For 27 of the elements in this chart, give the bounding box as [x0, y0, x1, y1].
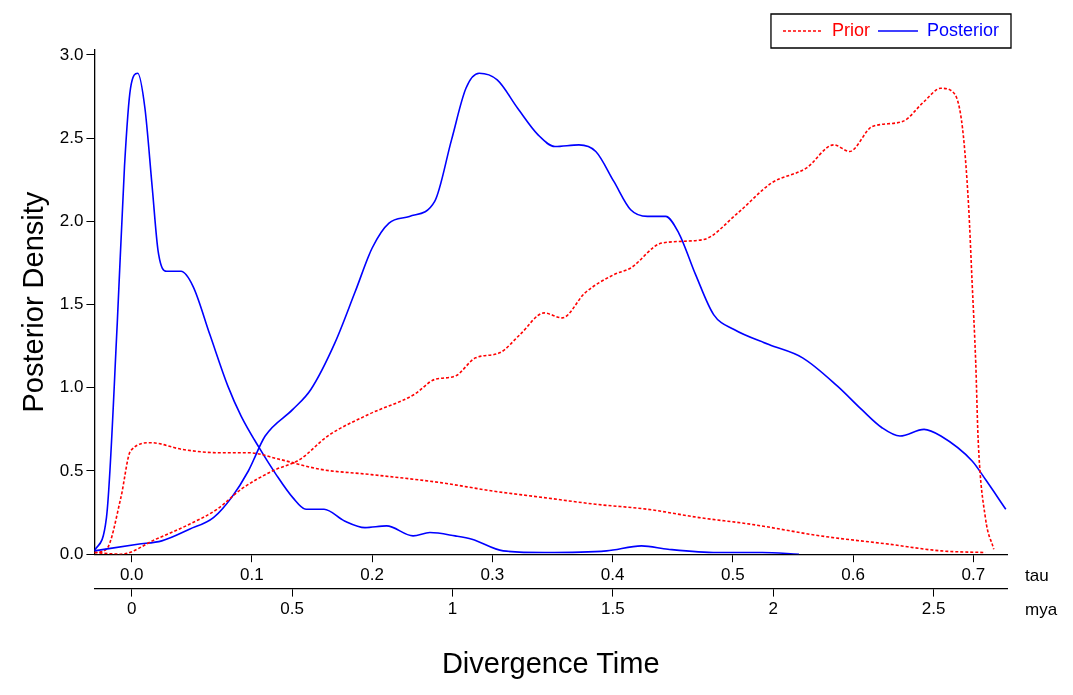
x-tick-label: 0.7 — [961, 565, 986, 585]
x-tick-label: 0.6 — [841, 565, 865, 585]
y-tick-label: 1.5 — [59, 294, 84, 314]
x-tick-label: 0.2 — [360, 565, 384, 585]
legend-label: Prior — [831, 19, 870, 40]
x2-tick-label: 0 — [126, 599, 137, 619]
text: Divergence Time — [441, 647, 660, 679]
x2-axis-title: mya — [1025, 600, 1058, 620]
legend-label: Posterior — [926, 19, 1000, 40]
x2-tick-label: 2.5 — [921, 599, 946, 619]
x-tick-label: 0.1 — [240, 565, 264, 585]
y-tick-label: 2.5 — [59, 127, 84, 147]
x-tick-label: 0.5 — [721, 565, 745, 585]
x2-tick-label: 1 — [447, 599, 458, 619]
x2-tick-label: 1.5 — [600, 599, 625, 619]
x-tick-label: 0.4 — [600, 565, 625, 585]
y-tick-label: 0.0 — [59, 543, 84, 563]
x2-tick-label: 0.5 — [280, 599, 304, 619]
x-tick-label: 0.3 — [480, 565, 505, 585]
y-tick-label: 2.0 — [59, 211, 84, 231]
y-axis-title: Posterior Density — [17, 191, 50, 413]
y-tick-label: 0.5 — [59, 460, 84, 480]
x2-tick-label: 2 — [768, 599, 778, 619]
y-tick-label: 3.0 — [59, 44, 84, 64]
x-axis-title: tau — [1025, 565, 1049, 585]
y-tick-label: 1.0 — [59, 377, 84, 397]
x-tick-label: 0.0 — [119, 565, 144, 585]
